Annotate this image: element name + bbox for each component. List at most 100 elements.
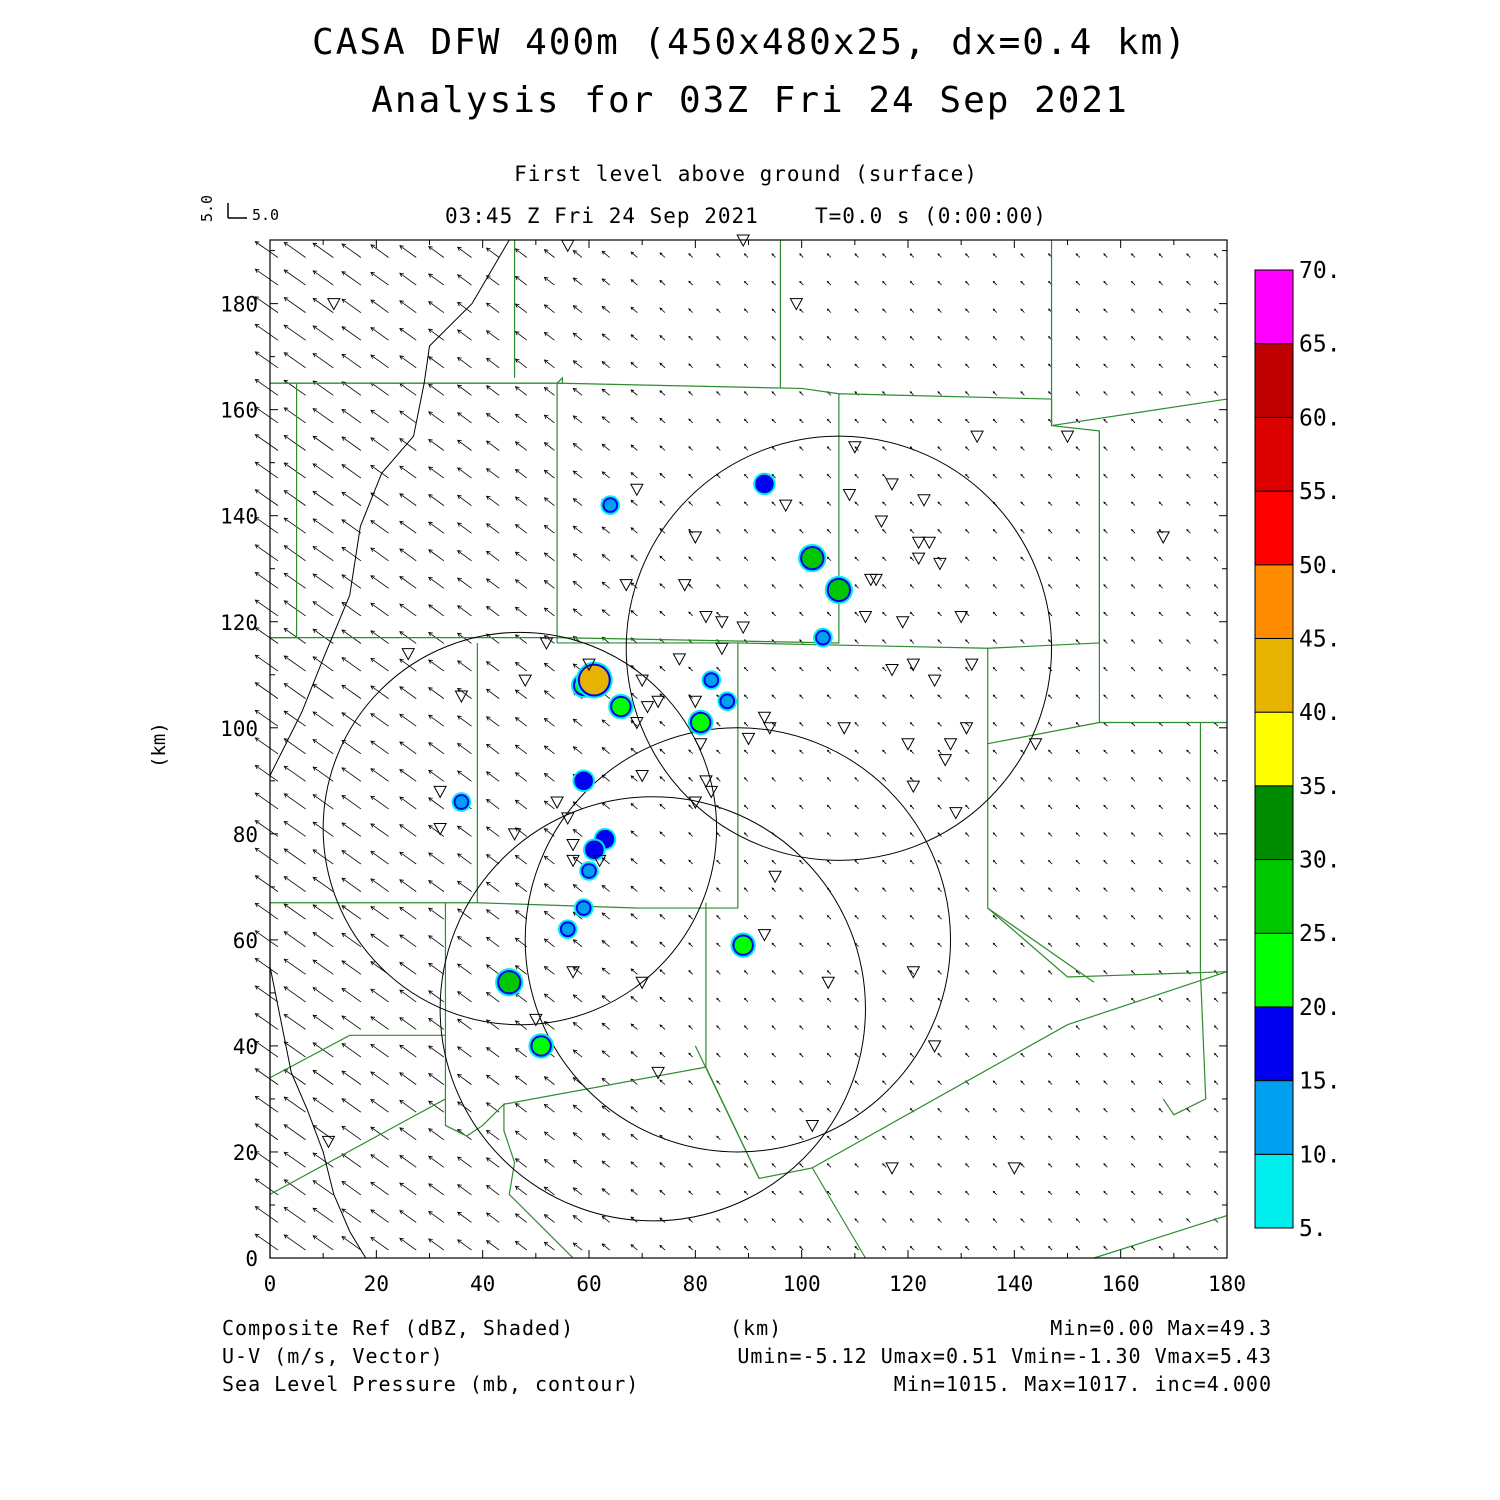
wind-vector-head	[854, 446, 857, 449]
wind-vector	[312, 628, 334, 644]
wind-vector-head	[1158, 832, 1162, 835]
wind-vector	[486, 716, 500, 727]
wind-vector-head	[601, 636, 606, 641]
reflectivity-cell	[721, 695, 734, 708]
wind-vector-head	[1158, 611, 1162, 615]
wind-vector	[255, 1068, 279, 1085]
wind-vector-head	[1020, 556, 1023, 559]
wind-vector-head	[1103, 611, 1106, 615]
wind-vector-head	[428, 411, 433, 416]
wind-vector	[601, 774, 610, 782]
wind-vector-head	[799, 1108, 802, 1111]
station-marker	[842, 489, 857, 502]
wind-vector	[341, 629, 362, 644]
wind-vector	[457, 1074, 472, 1085]
chart-title: CASA DFW 400m (450x480x25, dx=0.4 km)	[312, 22, 1188, 63]
wind-vector-head	[399, 1072, 404, 1077]
wind-vector	[341, 1236, 362, 1251]
wind-vector	[544, 1131, 555, 1141]
wind-vector	[544, 580, 555, 589]
wind-vector	[515, 744, 528, 755]
wind-vector-head	[485, 743, 491, 749]
wind-vector-head	[485, 357, 491, 363]
wind-vector-head	[688, 666, 691, 670]
wind-vector-head	[514, 358, 520, 363]
wind-vector-head	[485, 661, 491, 666]
wind-vector-head	[716, 777, 719, 780]
wind-vector-head	[341, 298, 347, 303]
wind-vector-head	[1048, 639, 1051, 642]
wind-vector-head	[1213, 804, 1217, 808]
wind-vector-head	[254, 599, 260, 604]
wind-vector	[370, 272, 389, 286]
wind-vector-head	[1048, 1163, 1051, 1166]
wind-vector-head	[1075, 501, 1079, 504]
wind-vector	[370, 795, 389, 810]
colorbar-label: 5.	[1299, 1216, 1327, 1242]
wind-vector	[428, 714, 445, 727]
wind-vector-head	[254, 1123, 260, 1128]
colorbar-swatch	[1254, 785, 1294, 861]
wind-vector	[573, 829, 583, 837]
wind-vector-head	[1048, 253, 1051, 256]
station-marker	[1156, 531, 1171, 544]
wind-vector	[515, 441, 528, 451]
wind-vector-head	[1158, 584, 1162, 587]
wind-vector-head	[716, 1052, 719, 1056]
wind-vector	[486, 440, 500, 451]
wind-vector-head	[428, 797, 433, 802]
wind-vector	[659, 721, 666, 727]
wind-vector-head	[1020, 336, 1023, 339]
wind-vector-head	[1103, 639, 1106, 642]
wind-vector-head	[254, 1095, 260, 1101]
wind-vector-head	[882, 473, 885, 477]
wind-vector	[457, 274, 472, 286]
county-line	[503, 902, 707, 1105]
wind-vector-head	[630, 830, 635, 834]
wind-vector	[428, 439, 445, 451]
wind-vector-head	[1130, 1052, 1134, 1056]
wind-vector-head	[254, 296, 260, 301]
wind-vector-head	[965, 529, 968, 532]
vector-key-icon	[227, 203, 247, 219]
wind-vector-head	[370, 850, 375, 856]
wind-vector	[428, 328, 445, 341]
wind-vector-head	[1075, 1190, 1079, 1194]
wind-vector-head	[630, 582, 635, 586]
wind-vector	[630, 1106, 638, 1113]
wind-vector	[399, 658, 417, 672]
wind-vector-head	[937, 1052, 940, 1056]
wind-vector-head	[630, 747, 635, 752]
wind-vector-head	[659, 390, 663, 394]
wind-vector	[515, 248, 528, 258]
wind-vector-head	[1158, 529, 1162, 532]
reflectivity-cell	[579, 665, 609, 695]
wind-vector	[630, 582, 638, 589]
wind-vector	[255, 406, 279, 424]
wind-vector	[428, 935, 445, 948]
wind-vector-head	[854, 363, 857, 366]
wind-vector-head	[1103, 253, 1106, 256]
wind-vector-head	[312, 821, 318, 826]
wind-vector-head	[716, 529, 719, 532]
wind-vector-head	[1130, 777, 1134, 780]
county-line	[1093, 1215, 1228, 1259]
wind-vector	[284, 876, 306, 892]
wind-vector-head	[799, 970, 802, 973]
wind-vector-head	[630, 940, 635, 945]
wind-vector	[630, 417, 638, 424]
wind-vector-head	[1213, 501, 1217, 504]
wind-vector-head	[1130, 1190, 1134, 1194]
wind-vector-head	[965, 1025, 968, 1028]
wind-vector-head	[399, 686, 404, 691]
wind-vector-head	[965, 1190, 968, 1194]
wind-vector	[659, 914, 666, 920]
wind-vector-head	[399, 576, 404, 581]
wind-vector-head	[965, 1052, 968, 1056]
wind-vector-head	[882, 942, 885, 945]
wind-vector-head	[1158, 1218, 1162, 1221]
wind-vector	[544, 304, 555, 313]
wind-vector-head	[882, 280, 885, 284]
wind-vector	[486, 302, 500, 313]
